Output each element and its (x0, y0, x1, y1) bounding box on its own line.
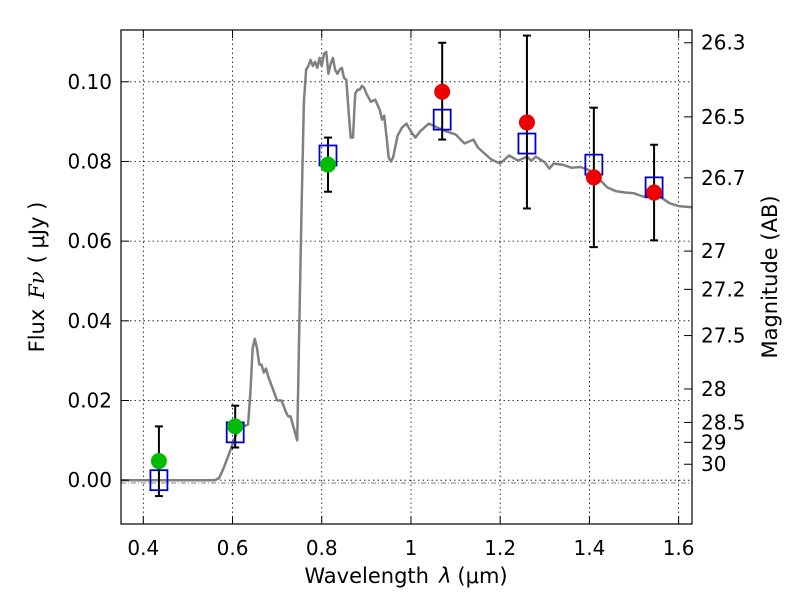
y2-tick-label: 28 (701, 377, 726, 401)
y2-tick-label: 27.2 (701, 277, 746, 301)
y2-tick-label: 29 (701, 430, 726, 454)
y2-tick-label: 28.5 (701, 410, 746, 434)
model-sed-line (121, 50, 693, 482)
detection-marker (319, 156, 336, 173)
y-tick-label: 0.06 (67, 229, 112, 253)
x-tick-label: 1 (405, 536, 418, 560)
x-tick-label: 1.2 (484, 536, 516, 560)
y2-tick-label: 27 (701, 239, 726, 263)
synthetic-photometry-marker (149, 469, 169, 492)
y2-tick-label: 26.5 (701, 105, 746, 129)
detection-marker (518, 114, 535, 131)
y-tick-label: 0.02 (67, 389, 112, 413)
x-tick-label: 0.8 (306, 536, 338, 560)
y-tick-label: 0.04 (67, 309, 112, 333)
y-axis-label: FluxFν( μJy ) (25, 202, 49, 353)
x-axis-label: Wavelength λ (μm) (304, 564, 507, 588)
y2-tick-label: 26.3 (701, 31, 746, 55)
x-tick-label: 1.6 (663, 536, 695, 560)
x-tick-label: 0.6 (217, 536, 249, 560)
y2-tick-label: 30 (701, 452, 726, 476)
x-tick-label: 0.4 (127, 536, 159, 560)
y-tick-label: 0.00 (67, 468, 112, 492)
synthetic-photometry-series (149, 108, 664, 492)
grid (121, 30, 692, 524)
y-axis-ticks: 0.00 0.02 0.04 0.06 0.08 0.10 (67, 70, 129, 492)
y-tick-label: 0.10 (67, 70, 112, 94)
plot-frame (120, 29, 693, 525)
x-axis-ticks: 0.4 0.6 0.8 1 1.2 1.4 1.6 (127, 30, 695, 560)
detection-marker (227, 418, 244, 435)
detection-marker (646, 184, 663, 201)
x-tick-label: 1.4 (573, 536, 605, 560)
model-sed-series (121, 50, 693, 482)
synthetic-photometry-marker (517, 132, 537, 155)
detection-marker (434, 83, 451, 100)
y2-tick-label: 27.5 (701, 324, 746, 348)
y-tick-label: 0.08 (67, 149, 112, 173)
detection-marker (585, 169, 602, 186)
y2-axis-label: Magnitude (AB) (758, 195, 782, 358)
synthetic-photometry-marker (432, 108, 452, 131)
detection-marker (150, 453, 167, 470)
y2-tick-label: 26.7 (701, 166, 746, 190)
detection-series (150, 83, 663, 470)
